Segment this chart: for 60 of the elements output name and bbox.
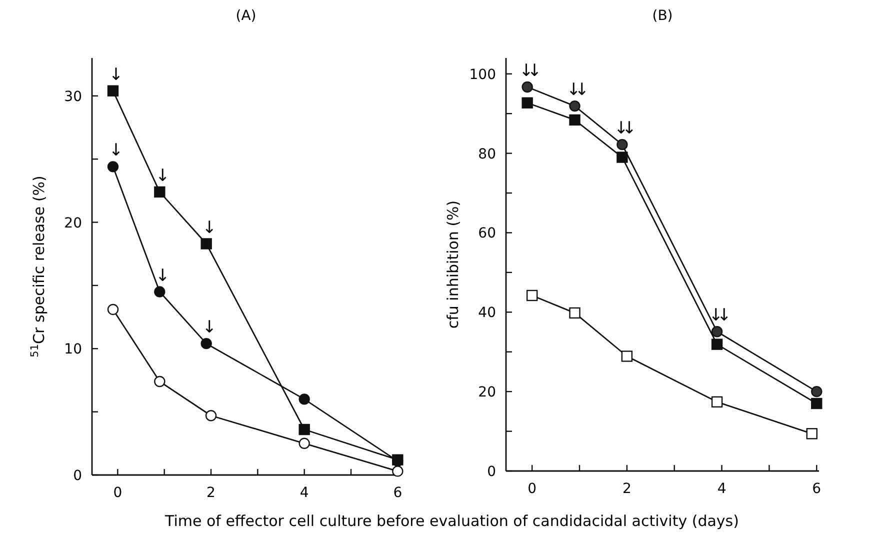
point bbox=[154, 186, 166, 198]
point bbox=[811, 386, 822, 398]
point bbox=[392, 466, 404, 477]
x-tick-label: 0 bbox=[528, 481, 537, 497]
x-tick-label: 0 bbox=[113, 485, 122, 501]
point bbox=[522, 81, 533, 93]
chart-title: (A) bbox=[236, 8, 256, 24]
annotation: ↓ bbox=[108, 64, 120, 85]
point bbox=[811, 398, 822, 410]
point bbox=[569, 100, 580, 112]
point bbox=[806, 428, 818, 440]
point bbox=[298, 394, 310, 405]
x-tick-label: 6 bbox=[812, 481, 822, 497]
y-tick-label: 20 bbox=[64, 215, 82, 232]
y-tick-label: 40 bbox=[478, 305, 496, 322]
y-tick-label: 0 bbox=[73, 468, 82, 484]
point bbox=[154, 286, 166, 298]
annotation: ↓ bbox=[156, 166, 167, 186]
point bbox=[107, 161, 119, 172]
point bbox=[569, 114, 580, 126]
y-tick-label: 20 bbox=[478, 384, 496, 401]
point bbox=[298, 424, 310, 436]
point bbox=[616, 152, 628, 163]
y-tick-label: 0 bbox=[487, 464, 496, 480]
point bbox=[616, 138, 628, 150]
point bbox=[200, 338, 212, 350]
annotation: ↓↓ bbox=[566, 80, 586, 100]
point bbox=[107, 304, 119, 316]
point bbox=[621, 350, 633, 362]
x-tick-label: 6 bbox=[393, 485, 402, 501]
y-tick-label: 80 bbox=[478, 146, 496, 162]
point bbox=[522, 97, 533, 108]
point bbox=[205, 410, 217, 422]
x-axis-title: Time of effector cell culture before evaluation of candidacidal activity (days) bbox=[164, 512, 739, 530]
annotation: ↓↓ bbox=[708, 306, 728, 326]
point bbox=[200, 238, 212, 250]
annotation: ↓ bbox=[108, 140, 120, 161]
y-tick-label: 60 bbox=[478, 226, 496, 242]
annotation: ↓↓ bbox=[614, 118, 634, 139]
point bbox=[569, 307, 580, 319]
annotation: ↓ bbox=[156, 266, 167, 286]
point bbox=[154, 376, 166, 388]
point bbox=[298, 438, 310, 450]
x-tick-label: 2 bbox=[622, 481, 632, 497]
point bbox=[107, 85, 119, 96]
annotation: ↓↓ bbox=[519, 60, 538, 81]
annotation: ↓ bbox=[202, 218, 214, 238]
point bbox=[711, 326, 723, 338]
y-axis-title: cfu inhibition (%) bbox=[444, 200, 462, 329]
x-tick-label: 4 bbox=[300, 485, 309, 501]
y-tick-label: 100 bbox=[469, 66, 496, 83]
point bbox=[711, 396, 723, 408]
y-tick-label: 10 bbox=[64, 342, 82, 358]
x-tick-label: 2 bbox=[206, 485, 216, 501]
chart-title: (B) bbox=[652, 8, 673, 24]
x-tick-label: 4 bbox=[717, 481, 726, 497]
point bbox=[711, 338, 723, 350]
y-tick-label: 30 bbox=[64, 88, 82, 105]
annotation: ↓ bbox=[202, 318, 214, 338]
point bbox=[526, 290, 538, 302]
